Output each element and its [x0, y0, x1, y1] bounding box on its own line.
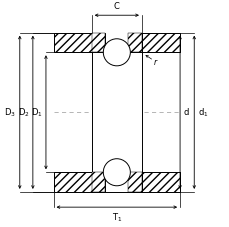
Bar: [91, 33, 105, 52]
Bar: [91, 33, 141, 52]
Text: D$_3$: D$_3$: [4, 106, 16, 118]
Bar: [91, 33, 105, 52]
Text: D$_2$: D$_2$: [18, 106, 29, 118]
Bar: [53, 33, 91, 52]
Bar: [128, 33, 141, 52]
Bar: [53, 172, 179, 192]
Bar: [128, 33, 141, 52]
Bar: [91, 172, 105, 192]
Text: D$_1$: D$_1$: [31, 106, 42, 118]
Bar: [53, 172, 91, 192]
Bar: [91, 33, 141, 192]
Bar: [91, 172, 105, 192]
Text: r: r: [153, 58, 156, 67]
Circle shape: [103, 39, 130, 66]
Bar: [128, 172, 141, 192]
Bar: [53, 33, 179, 52]
Circle shape: [103, 159, 130, 186]
Text: d: d: [183, 108, 188, 117]
Bar: [91, 172, 141, 192]
Text: C: C: [113, 2, 119, 11]
Text: T$_1$: T$_1$: [111, 212, 121, 225]
Text: d$_1$: d$_1$: [197, 106, 207, 118]
Bar: [141, 172, 179, 192]
Bar: [141, 33, 179, 52]
Text: r: r: [93, 33, 95, 42]
Bar: [128, 172, 141, 192]
